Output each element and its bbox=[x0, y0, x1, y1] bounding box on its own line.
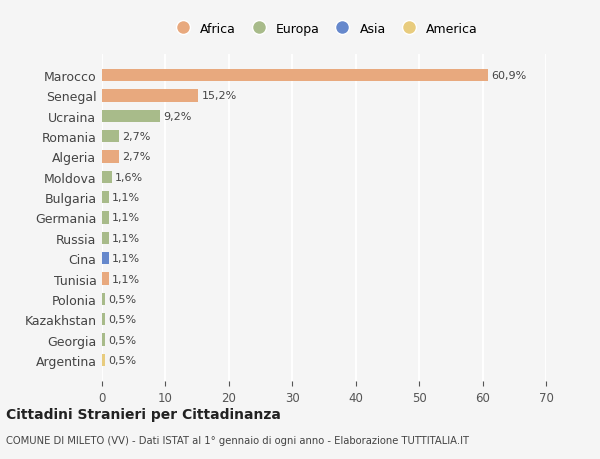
Bar bbox=[102, 293, 105, 305]
Text: 0,5%: 0,5% bbox=[109, 355, 136, 365]
Bar bbox=[102, 273, 109, 285]
Bar bbox=[102, 232, 109, 244]
Text: 0,5%: 0,5% bbox=[109, 314, 136, 325]
Bar bbox=[102, 334, 105, 346]
Text: 2,7%: 2,7% bbox=[122, 132, 151, 142]
Text: 1,1%: 1,1% bbox=[112, 274, 140, 284]
Bar bbox=[102, 90, 199, 102]
Text: Cittadini Stranieri per Cittadinanza: Cittadini Stranieri per Cittadinanza bbox=[6, 407, 281, 421]
Bar bbox=[102, 192, 109, 204]
Legend: Africa, Europa, Asia, America: Africa, Europa, Asia, America bbox=[166, 19, 482, 39]
Text: COMUNE DI MILETO (VV) - Dati ISTAT al 1° gennaio di ogni anno - Elaborazione TUT: COMUNE DI MILETO (VV) - Dati ISTAT al 1°… bbox=[6, 435, 469, 445]
Bar bbox=[102, 354, 105, 366]
Text: 1,1%: 1,1% bbox=[112, 213, 140, 223]
Bar bbox=[102, 171, 112, 184]
Text: 1,1%: 1,1% bbox=[112, 193, 140, 203]
Text: 9,2%: 9,2% bbox=[164, 112, 192, 122]
Text: 1,1%: 1,1% bbox=[112, 233, 140, 243]
Text: 0,5%: 0,5% bbox=[109, 335, 136, 345]
Bar bbox=[102, 252, 109, 265]
Text: 15,2%: 15,2% bbox=[202, 91, 237, 101]
Text: 60,9%: 60,9% bbox=[491, 71, 527, 81]
Text: 1,6%: 1,6% bbox=[115, 173, 143, 182]
Bar bbox=[102, 212, 109, 224]
Text: 1,1%: 1,1% bbox=[112, 254, 140, 263]
Bar bbox=[102, 131, 119, 143]
Bar bbox=[102, 151, 119, 163]
Bar bbox=[102, 313, 105, 325]
Text: 0,5%: 0,5% bbox=[109, 294, 136, 304]
Bar bbox=[102, 70, 488, 82]
Text: 2,7%: 2,7% bbox=[122, 152, 151, 162]
Bar bbox=[102, 111, 160, 123]
